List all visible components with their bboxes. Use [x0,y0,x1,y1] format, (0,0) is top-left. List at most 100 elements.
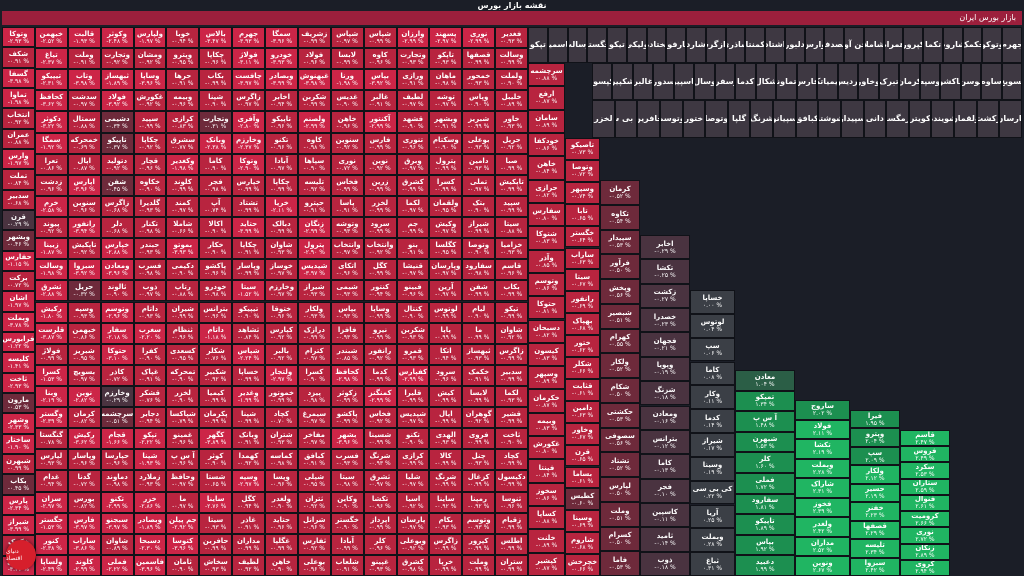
stock-tile[interactable]: وتاب -۳.۹۸ % [67,69,101,91]
stock-tile[interactable]: کحافظ -۲.۹۸ % [330,364,364,386]
stock-tile[interactable]: ختور -۰.۶۲ % [565,335,600,357]
stock-tile[interactable]: تملی -۰.۹۷ % [462,174,496,196]
stock-tile[interactable]: جم -۰.۹۹ % [396,217,430,239]
stock-tile[interactable]: حگستر -۱.۵۳ % [34,512,68,534]
stock-tile[interactable]: فاسمین -۳.۹۶ % [133,554,167,576]
stock-tile[interactable]: غکورش -۰.۹۲ % [133,90,167,112]
stock-tile[interactable]: لوتوس -۰.۹۹ % [429,301,463,323]
stock-tile[interactable]: وکاین -۰.۹۰ % [330,491,364,513]
stock-tile[interactable]: خودکفا -۰.۸۶ % [528,132,565,157]
stock-tile[interactable]: کتوسا -۳.۹۶ % [166,533,200,555]
stock-tile[interactable]: گوهران -۰.۹۲ % [462,407,496,429]
stock-tile[interactable]: رتاپ -۰.۸۸ % [166,280,200,302]
stock-tile[interactable]: اخابر -۰.۹۴ % [265,90,298,112]
stock-tile[interactable]: دعبید ۱.۹۹ % [735,555,795,576]
stock-tile[interactable]: وغدیر -۱.۹۹ % [232,385,265,408]
stock-tile[interactable]: پاکشو -۰.۹۹ % [330,407,364,429]
stock-tile[interactable]: ساذری [725,27,746,63]
stock-tile[interactable]: غبهنوش -۳.۹۸ % [297,69,331,91]
stock-tile[interactable]: لوتوس ۰.۰۴ % [690,313,735,338]
stock-tile[interactable]: ما -۰.۹۷ % [166,491,200,513]
stock-tile[interactable]: کزغال -۰.۹۹ % [462,470,496,492]
stock-tile[interactable]: سدور [653,63,674,100]
stock-tile[interactable]: ورنا -۱.۹۸ % [330,69,364,91]
stock-tile[interactable]: پاپا -۰.۹۹ % [429,322,463,344]
stock-tile[interactable]: شبهرن ۱.۵۳ % [735,431,795,453]
stock-tile[interactable]: کنتال -۰.۹۰ % [396,301,430,323]
stock-tile[interactable]: خوبا -۰.۹۴ % [166,27,200,49]
stock-tile[interactable]: پیوند -۰.۹۲ % [34,217,68,239]
stock-tile[interactable]: دسبحان -۰.۸۲ % [528,319,565,343]
stock-tile[interactable]: الهدی -۰.۹۳ % [429,428,463,450]
stock-tile[interactable]: سبزوا -۳.۹۲ % [67,259,101,281]
stock-tile[interactable]: خرم -۲.۵۸ % [34,195,68,218]
stock-tile[interactable]: رمپنا -۰.۹۲ % [462,491,496,513]
stock-tile[interactable]: لختاده [646,27,667,63]
stock-tile[interactable]: شبندر -۰.۸۵ % [330,343,364,365]
stock-tile[interactable]: خپارس -۰.۹۹ % [232,174,265,196]
stock-tile[interactable]: فن آوا [844,27,864,63]
stock-tile[interactable]: سیمرغ -۰.۹۷ % [297,407,331,429]
stock-tile[interactable]: غاذر -۰.۹۱ % [232,512,265,534]
stock-tile[interactable]: وسپهر -۰.۸۹ % [528,366,565,390]
stock-tile[interactable]: تشتاد -۰.۵۲ % [600,452,640,477]
stock-tile[interactable]: وسپه -۲.۹۷ % [232,470,265,492]
stock-tile[interactable]: رکیش -۱.۸۰ % [34,301,68,323]
stock-tile[interactable]: کهمدا -۰.۹۲ % [232,449,265,471]
stock-tile[interactable]: سپ ۰.۰۶ % [690,337,735,362]
stock-tile[interactable]: لپارس -۰.۵۰ % [600,477,640,502]
stock-tile[interactable]: نوری ۲.۷۲ % [900,527,950,544]
stock-tile[interactable]: خپارس -۲.۸۸ % [100,238,134,260]
stock-tile[interactable]: کمند -۰.۹۷ % [166,195,200,218]
stock-tile[interactable]: داتام -۰.۹۳ % [133,301,167,323]
stock-tile[interactable]: زنگان ۲.۸۹ % [900,543,950,560]
stock-tile[interactable]: شکلر -۰.۶۶ % [565,357,600,379]
stock-tile[interactable]: غکورش -۰.۸۰ % [528,436,565,460]
stock-tile[interactable]: ستران -۰.۹۹ % [495,554,528,576]
stock-tile[interactable]: وپترو -۰.۹۵ % [166,48,200,70]
stock-tile[interactable]: کبافق [795,100,819,138]
stock-tile[interactable]: لخزر [592,100,615,138]
stock-tile[interactable]: دکیمی -۰.۹۰ % [166,259,200,281]
stock-tile[interactable]: بشهر -۳.۹۶ % [330,428,364,450]
stock-tile[interactable]: ثبهساز -۱.۸۹ % [100,69,134,91]
stock-tile[interactable]: شپاس -۲.۲۴ % [232,343,265,365]
stock-tile[interactable]: تکنار -۰.۹۸ % [133,217,167,239]
stock-tile[interactable]: حافرین -۰.۹۹ % [199,533,233,555]
stock-tile[interactable]: بوعلی -۰.۹۶ % [297,554,331,576]
stock-tile[interactable]: فولاژ -۳.۱۱ % [232,48,265,70]
stock-tile[interactable]: وپاس -۰.۹۰ % [462,90,496,112]
stock-tile[interactable]: شکام -۰.۵۰ % [600,378,640,403]
stock-tile[interactable]: وبیمه -۰.۸۳ % [528,412,565,437]
stock-tile[interactable]: غدام -۰.۹۴ % [34,470,68,492]
stock-tile[interactable]: بالبر -۰.۹۲ % [265,343,298,365]
stock-tile[interactable]: تملت -۰.۸۴ % [2,169,35,190]
stock-tile[interactable]: شاوان -۰.۹۳ % [265,238,298,260]
stock-tile[interactable]: آریا ۰.۲۵ % [690,504,735,529]
stock-tile[interactable]: کلر -۰.۹۶ % [363,533,397,555]
stock-tile[interactable]: شاراک ۲.۳۱ % [795,478,850,498]
stock-tile[interactable]: ثالوند -۰.۹۰ % [100,280,134,302]
stock-tile[interactable]: وتجارت -۰.۳۱ % [199,111,233,133]
stock-tile[interactable]: خساپا -۰.۹۹ % [232,364,265,386]
stock-tile[interactable]: شیراز -۰.۹۹ % [462,217,496,239]
stock-tile[interactable]: پکرمان -۰.۹۹ % [199,407,233,429]
stock-tile[interactable]: سغرب -۲.۲۰ % [133,322,167,344]
stock-tile[interactable]: سپیانو [773,100,796,138]
stock-tile[interactable]: ساراب -۰.۶۳ % [565,247,600,270]
stock-tile[interactable]: حرازی -۰.۸۲ % [528,179,565,203]
stock-tile[interactable]: وشهر -۲.۳۳ % [2,413,35,434]
stock-tile[interactable]: وخارزم -۲.۳۷ % [232,132,265,154]
stock-tile[interactable]: اشان -۱.۹۷ % [2,291,35,312]
stock-tile[interactable]: تاپیکو -۰.۹۶ % [265,111,298,133]
stock-tile[interactable]: کرمان [899,63,920,100]
stock-tile[interactable]: شبریز -۰.۹۹ % [462,111,496,133]
stock-tile[interactable]: غمینو -۰.۹۶ % [166,428,200,450]
stock-tile[interactable]: ذوب -۰.۱۸ % [640,551,690,576]
stock-tile[interactable]: وپسا -۰.۹۶ % [265,470,298,492]
stock-tile[interactable]: وکوثر -۲.۴۸ % [100,27,134,49]
stock-tile[interactable]: سفارود ۱.۸۱ % [735,493,795,515]
stock-tile[interactable]: ولملت -۰.۹۰ % [495,69,528,91]
stock-tile[interactable]: دسبحا -۲.۳۰ % [133,533,167,555]
stock-tile[interactable]: کاوه -۰.۹۶ % [363,48,397,70]
